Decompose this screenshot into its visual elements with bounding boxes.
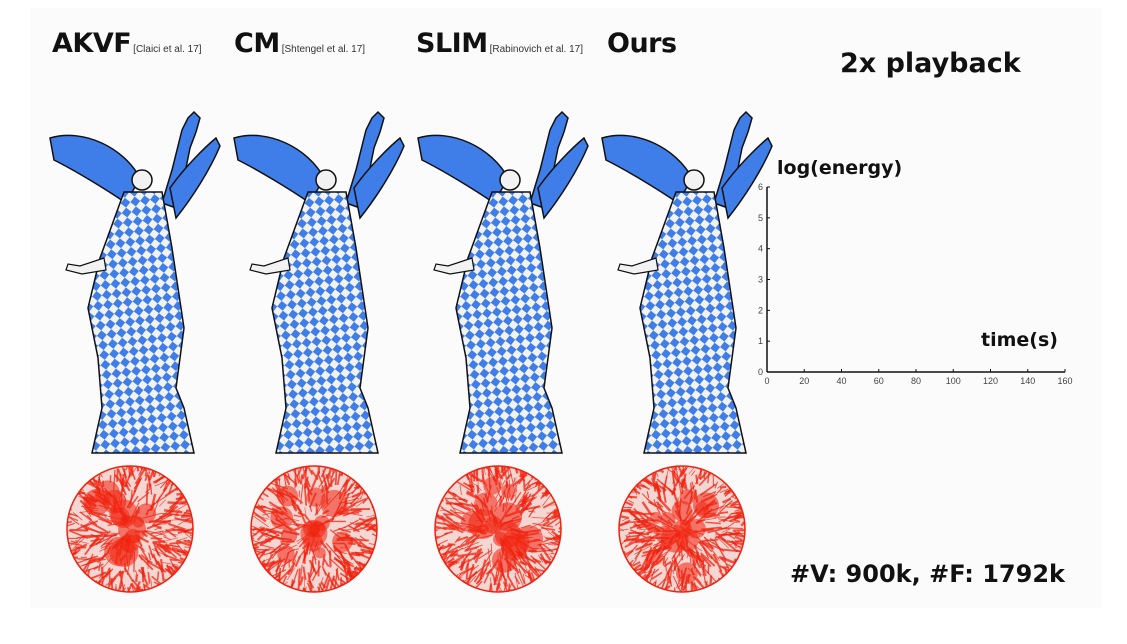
- method-name: SLIM: [416, 28, 488, 59]
- right-wing: [169, 136, 221, 220]
- x-tick-label: 160: [1057, 376, 1072, 386]
- x-tick-label: 120: [983, 376, 998, 386]
- x-tick-label: 20: [799, 376, 809, 386]
- statue-render-ours: [601, 110, 773, 454]
- statue-head: [131, 169, 153, 191]
- uv-disk-cm: [250, 465, 378, 593]
- statue-body: [455, 191, 563, 454]
- method-reference: [Claici et al. 17]: [133, 44, 202, 55]
- statue-render-cm: [233, 110, 405, 454]
- statue-head: [499, 169, 521, 191]
- lower-arm: [249, 257, 291, 275]
- y-tick-label: 4: [758, 244, 763, 254]
- x-tick-label: 140: [1020, 376, 1035, 386]
- playback-speed-label: 2x playback: [840, 48, 1021, 79]
- method-reference: [Rabinovich et al. 17]: [489, 44, 583, 55]
- uv-disk-slim: [434, 465, 562, 593]
- y-tick-label: 3: [758, 275, 763, 285]
- disk-texture: [251, 466, 377, 592]
- y-axis-label: log(energy): [777, 157, 902, 179]
- right-wing: [721, 136, 773, 220]
- lower-arm: [617, 257, 659, 275]
- left-wing: [417, 134, 509, 205]
- x-axis-label: time(s): [981, 329, 1058, 351]
- right-wing: [353, 136, 405, 220]
- statue-body: [639, 191, 747, 454]
- disk-texture: [67, 466, 193, 592]
- statue-body: [271, 191, 379, 454]
- method-name: Ours: [607, 28, 677, 59]
- x-tick-label: 0: [764, 376, 769, 386]
- method-reference: [Shtengel et al. 17]: [281, 44, 366, 55]
- y-tick-label: 5: [758, 213, 763, 223]
- video-frame: [30, 8, 1102, 608]
- method-label-cm: CM [Shtengel et al. 17]: [234, 28, 365, 59]
- method-label-ours: Ours: [607, 28, 679, 59]
- statue-head: [683, 169, 705, 191]
- method-label-slim: SLIM [Rabinovich et al. 17]: [416, 28, 583, 59]
- uv-disk-akvf: [66, 465, 194, 593]
- left-wing: [49, 134, 141, 205]
- statue-render-slim: [417, 110, 589, 454]
- statue-body: [87, 191, 195, 454]
- statue-render-akvf: [49, 110, 221, 454]
- left-wing: [233, 134, 325, 205]
- left-wing: [601, 134, 693, 205]
- x-tick-label: 60: [874, 376, 884, 386]
- disk-texture: [435, 466, 561, 592]
- statue-head: [315, 169, 337, 191]
- x-tick-label: 40: [836, 376, 846, 386]
- y-tick-label: 6: [758, 182, 763, 192]
- right-wing: [537, 136, 589, 220]
- x-tick-label: 100: [946, 376, 961, 386]
- mesh-stats: #V: 900k, #F: 1792k: [790, 560, 1065, 588]
- uv-disk-ours: [618, 465, 746, 593]
- method-label-akvf: AKVF [Claici et al. 17]: [52, 28, 202, 59]
- y-tick-label: 2: [758, 305, 763, 315]
- method-name: CM: [234, 28, 280, 59]
- lower-arm: [433, 257, 475, 275]
- method-name: AKVF: [52, 28, 132, 59]
- lower-arm: [65, 257, 107, 275]
- y-tick-label: 1: [758, 336, 763, 346]
- x-tick-label: 80: [911, 376, 921, 386]
- y-tick-label: 0: [758, 367, 763, 377]
